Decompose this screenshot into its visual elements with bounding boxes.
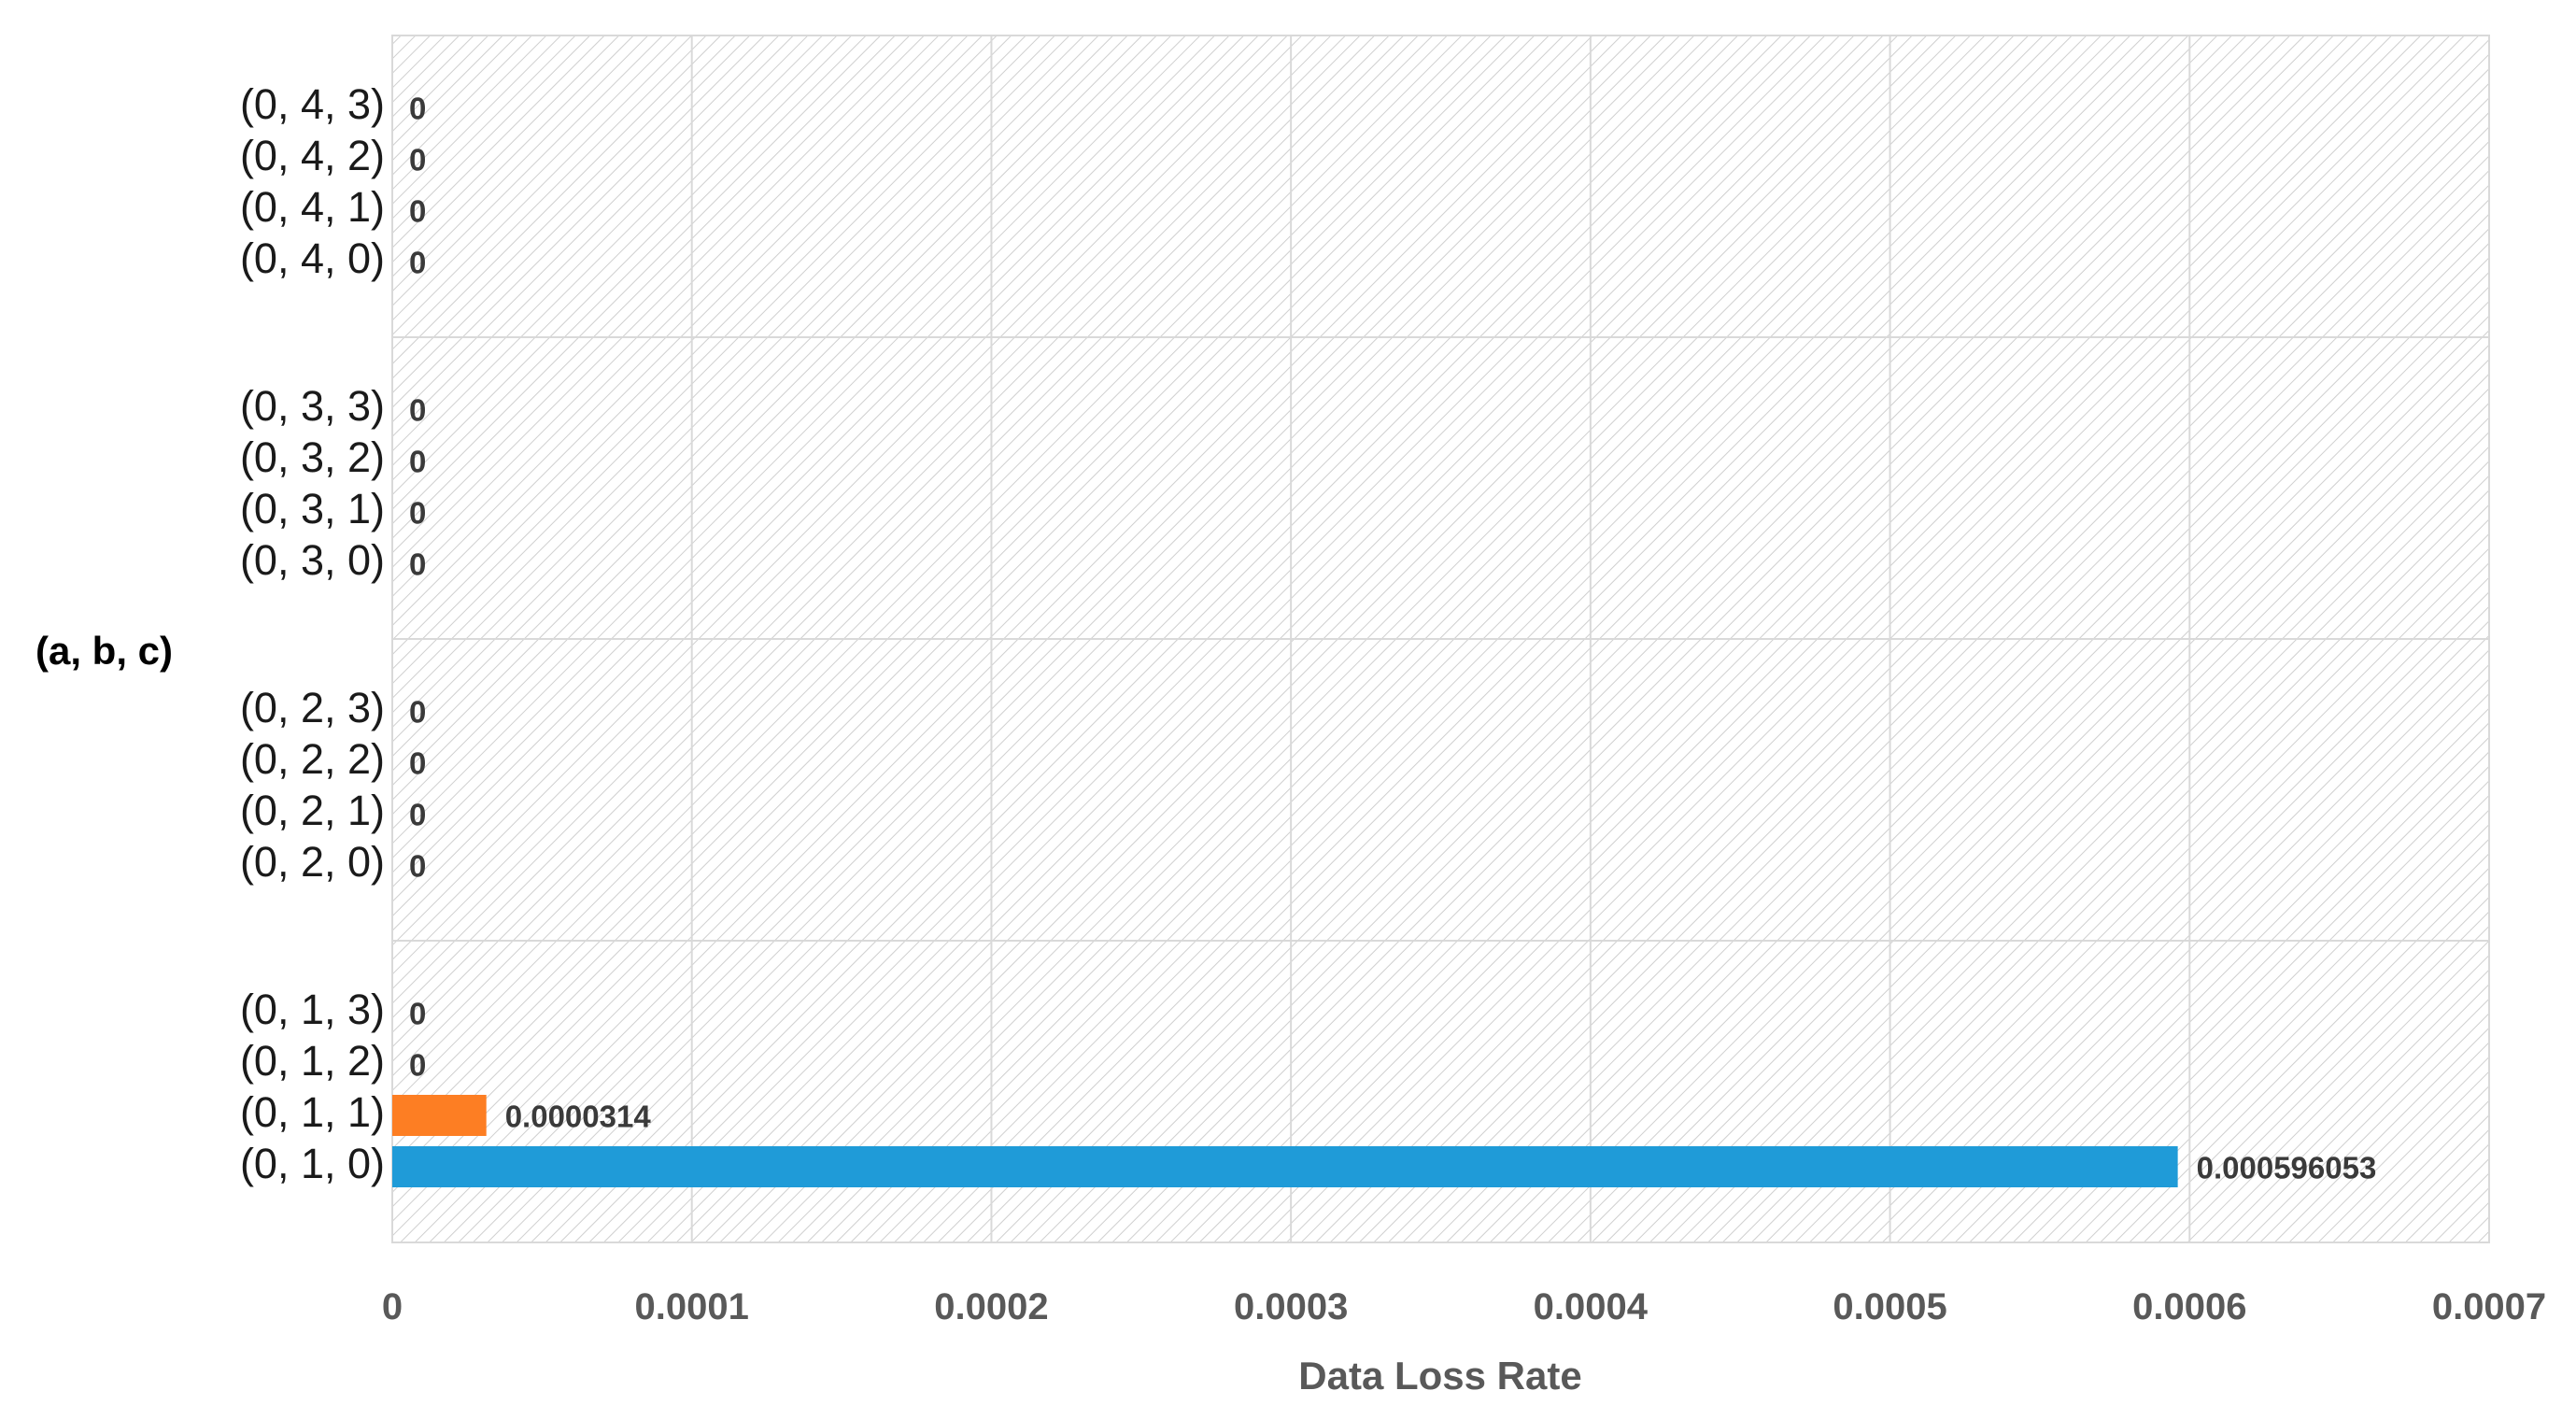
data-label: 0 — [409, 1048, 426, 1083]
data-label: 0 — [409, 496, 426, 531]
y-axis-title: (a, b, c) — [35, 629, 173, 673]
category-label: (0, 4, 2) — [240, 132, 385, 179]
data-label: 0 — [409, 92, 426, 126]
x-tick-label: 0 — [382, 1286, 403, 1327]
category-label: (0, 2, 1) — [240, 787, 385, 834]
bars — [392, 1095, 2178, 1187]
bar — [392, 1146, 2178, 1187]
category-label: (0, 2, 2) — [240, 735, 385, 783]
data-label: 0 — [409, 393, 426, 428]
category-label: (0, 1, 1) — [240, 1088, 385, 1136]
category-label: (0, 3, 3) — [240, 382, 385, 430]
category-label: (0, 4, 0) — [240, 234, 385, 282]
data-label: 0 — [409, 246, 426, 280]
x-axis-title: Data Loss Rate — [1298, 1354, 1581, 1398]
x-tick-label: 0.0005 — [1833, 1286, 1946, 1327]
x-tick-label: 0.0006 — [2132, 1286, 2246, 1327]
category-label: (0, 2, 3) — [240, 684, 385, 731]
category-label: (0, 4, 3) — [240, 80, 385, 128]
labels: 0 0.0001 0.0002 0.0003 0.0004 0.0005 0.0006 0.0… — [240, 80, 2546, 1327]
category-label: (0, 3, 1) — [240, 485, 385, 532]
x-tick-label: 0.0002 — [934, 1286, 1048, 1327]
data-label: 0.000596053 — [2197, 1151, 2377, 1185]
data-label: 0 — [409, 695, 426, 730]
gridlines — [391, 35, 2490, 1242]
data-label: 0 — [409, 798, 426, 832]
category-label: (0, 2, 0) — [240, 838, 385, 886]
category-label: (0, 3, 0) — [240, 536, 385, 584]
data-label: 0 — [409, 445, 426, 479]
x-tick-label: 0.0004 — [1534, 1286, 1649, 1327]
category-label: (0, 4, 1) — [240, 183, 385, 231]
bar — [392, 1095, 487, 1136]
category-label: (0, 1, 3) — [240, 986, 385, 1033]
data-label: 0 — [409, 997, 426, 1031]
data-label: 0 — [409, 194, 426, 229]
data-label: 0.0000314 — [505, 1100, 652, 1134]
x-tick-label: 0.0007 — [2432, 1286, 2546, 1327]
x-tick-label: 0.0001 — [635, 1286, 749, 1327]
x-tick-label: 0.0003 — [1234, 1286, 1348, 1327]
category-label: (0, 1, 2) — [240, 1037, 385, 1085]
data-label: 0 — [409, 746, 426, 781]
category-label: (0, 3, 2) — [240, 433, 385, 481]
data-label: 0 — [409, 547, 426, 582]
data-label: 0 — [409, 849, 426, 884]
category-label: (0, 1, 0) — [240, 1140, 385, 1187]
data-label: 0 — [409, 143, 426, 177]
